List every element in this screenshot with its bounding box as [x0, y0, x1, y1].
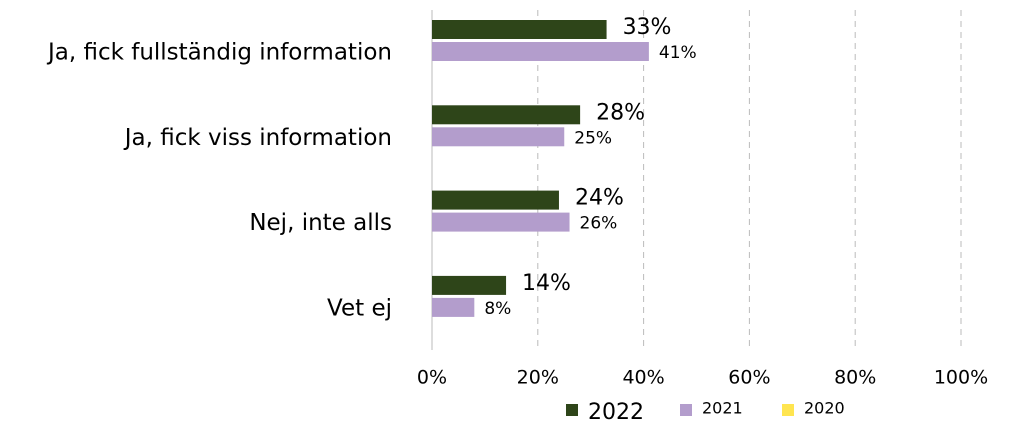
bar: [432, 105, 581, 125]
bar: [432, 42, 649, 61]
legend-label: 2020: [804, 399, 845, 418]
value-label: 33%: [623, 15, 672, 40]
legend-label: 2021: [702, 399, 743, 418]
x-tick-label: 40%: [622, 367, 664, 389]
legend-label: 2022: [588, 400, 644, 425]
value-label: 14%: [522, 271, 571, 296]
x-tick-label: 0%: [417, 367, 447, 389]
value-label: 8%: [484, 299, 511, 319]
bar: [432, 127, 565, 147]
x-tick-label: 60%: [728, 367, 770, 389]
legend-swatch: [680, 404, 692, 416]
category-label: Ja, fick viss information: [123, 125, 392, 151]
value-label: 26%: [580, 214, 618, 234]
category-label: Nej, inte alls: [249, 210, 392, 236]
x-tick-label: 100%: [934, 367, 988, 389]
legend-swatch: [782, 404, 794, 416]
value-label: 25%: [574, 128, 612, 148]
value-label: 41%: [659, 43, 697, 63]
bar: [432, 212, 570, 232]
value-label: 28%: [596, 100, 645, 125]
bar: [432, 20, 607, 39]
category-label: Vet ej: [327, 295, 392, 321]
x-tick-label: 80%: [834, 367, 876, 389]
bar: [432, 190, 559, 210]
bar: [432, 297, 475, 317]
category-label: Ja, fick fullständig information: [46, 40, 392, 66]
bar: [432, 275, 507, 295]
legend-swatch: [566, 404, 578, 416]
x-tick-label: 20%: [517, 367, 559, 389]
value-label: 24%: [575, 186, 624, 211]
